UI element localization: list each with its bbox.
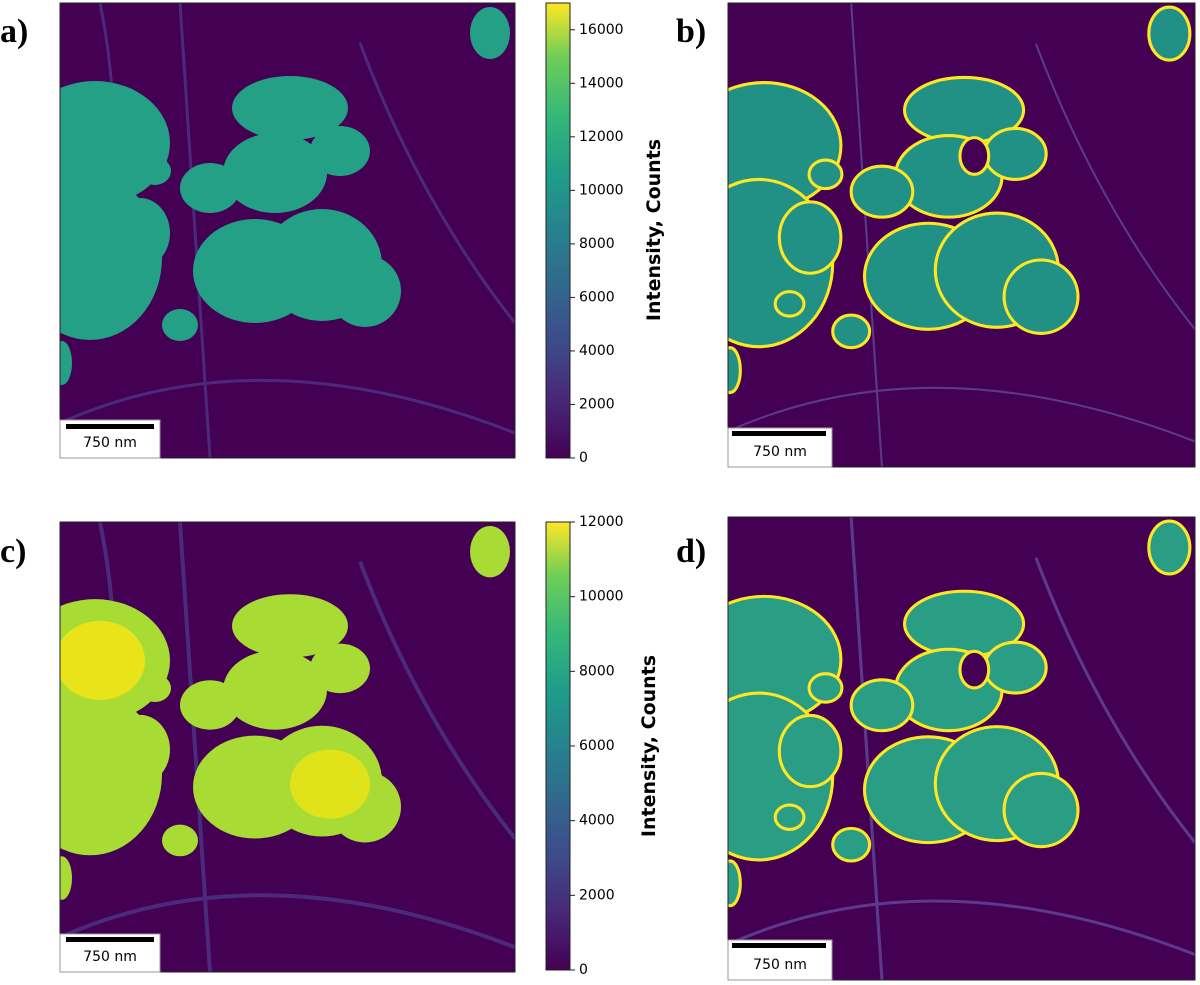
tick-label: 12000: [579, 514, 624, 530]
tick-label: 4000: [579, 343, 615, 359]
tick-label: 10000: [579, 589, 624, 605]
colorbar-label: Intensity, Counts: [638, 655, 660, 837]
frame: [59, 521, 516, 973]
tick-label: 8000: [579, 663, 615, 679]
tick-label: 2000: [579, 887, 615, 903]
frame: [727, 516, 1196, 981]
colorbar: [545, 2, 571, 459]
scale-bar: 750 nm: [727, 427, 833, 468]
tick-label: 0: [579, 450, 588, 466]
panel-label: a): [0, 13, 28, 50]
tick-label: 10000: [579, 182, 624, 198]
tick-label: 6000: [579, 289, 615, 305]
image: [60, 522, 515, 972]
scale-bar: 750 nm: [59, 419, 161, 459]
tick-label: 8000: [579, 236, 615, 252]
scale-bar-label: 750 nm: [83, 435, 137, 451]
scale-bar-label: 750 nm: [753, 957, 807, 973]
image: [60, 3, 515, 458]
scale-bar: 750 nm: [59, 933, 161, 973]
colorbar: [545, 521, 571, 971]
image: [728, 517, 1195, 980]
tick-label: 0: [579, 962, 588, 978]
frame: [727, 2, 1196, 468]
frame: [59, 2, 516, 459]
colorbar-label: Intensity, Counts: [643, 139, 665, 321]
tick-label: 14000: [579, 75, 624, 91]
panel-label: b): [676, 13, 706, 50]
tick-label: 12000: [579, 129, 624, 145]
tick-label: 4000: [579, 813, 615, 829]
scale-bar-label: 750 nm: [83, 949, 137, 965]
image: [728, 3, 1195, 467]
panel-label: c): [0, 533, 26, 570]
tick-label: 16000: [579, 22, 624, 38]
scale-bar-label: 750 nm: [753, 444, 807, 460]
panel-label: d): [676, 533, 706, 570]
scale-bar: 750 nm: [727, 939, 833, 981]
tick-label: 6000: [579, 738, 615, 754]
tick-label: 2000: [579, 396, 615, 412]
